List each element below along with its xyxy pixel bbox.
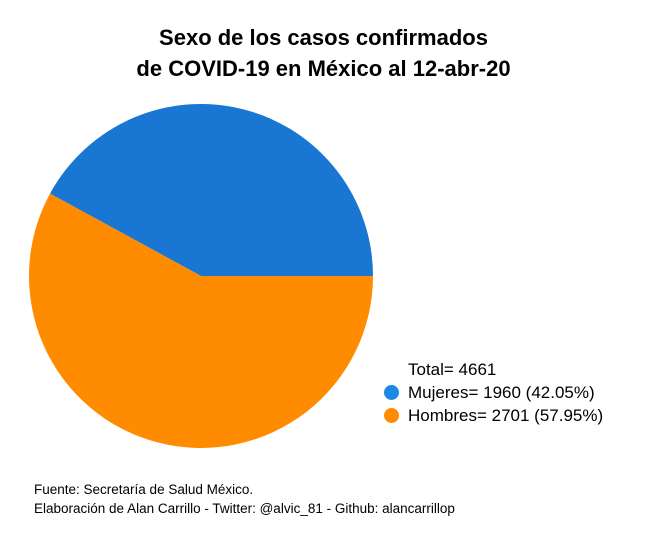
footer-source: Fuente: Secretaría de Salud México. bbox=[34, 482, 254, 497]
legend-label-mujeres: Mujeres= 1960 (42.05%) bbox=[408, 383, 595, 402]
chart-title: Sexo de los casos confirmados de COVID-1… bbox=[0, 22, 647, 84]
legend-marker-hombres bbox=[384, 408, 399, 423]
legend-item-mujeres: Mujeres= 1960 (42.05%) bbox=[384, 381, 603, 404]
footer: Fuente: Secretaría de Salud México. Elab… bbox=[34, 480, 455, 518]
chart-title-line-1: Sexo de los casos confirmados bbox=[159, 25, 488, 50]
legend: Total= 4661 Mujeres= 1960 (42.05%) Hombr… bbox=[384, 358, 603, 427]
pie-slice-mujeres bbox=[50, 104, 373, 277]
pie-slices bbox=[28, 104, 373, 449]
chart-title-line-2: de COVID-19 en México al 12-abr-20 bbox=[136, 56, 511, 81]
legend-marker-mujeres bbox=[384, 385, 399, 400]
pie-slice-hombres bbox=[28, 193, 373, 449]
legend-label-hombres: Hombres= 2701 (57.95%) bbox=[408, 406, 604, 425]
legend-item-hombres: Hombres= 2701 (57.95%) bbox=[384, 404, 603, 427]
footer-credits: Elaboración de Alan Carrillo - Twitter: … bbox=[34, 501, 455, 516]
legend-total: Total= 4661 bbox=[408, 360, 497, 379]
